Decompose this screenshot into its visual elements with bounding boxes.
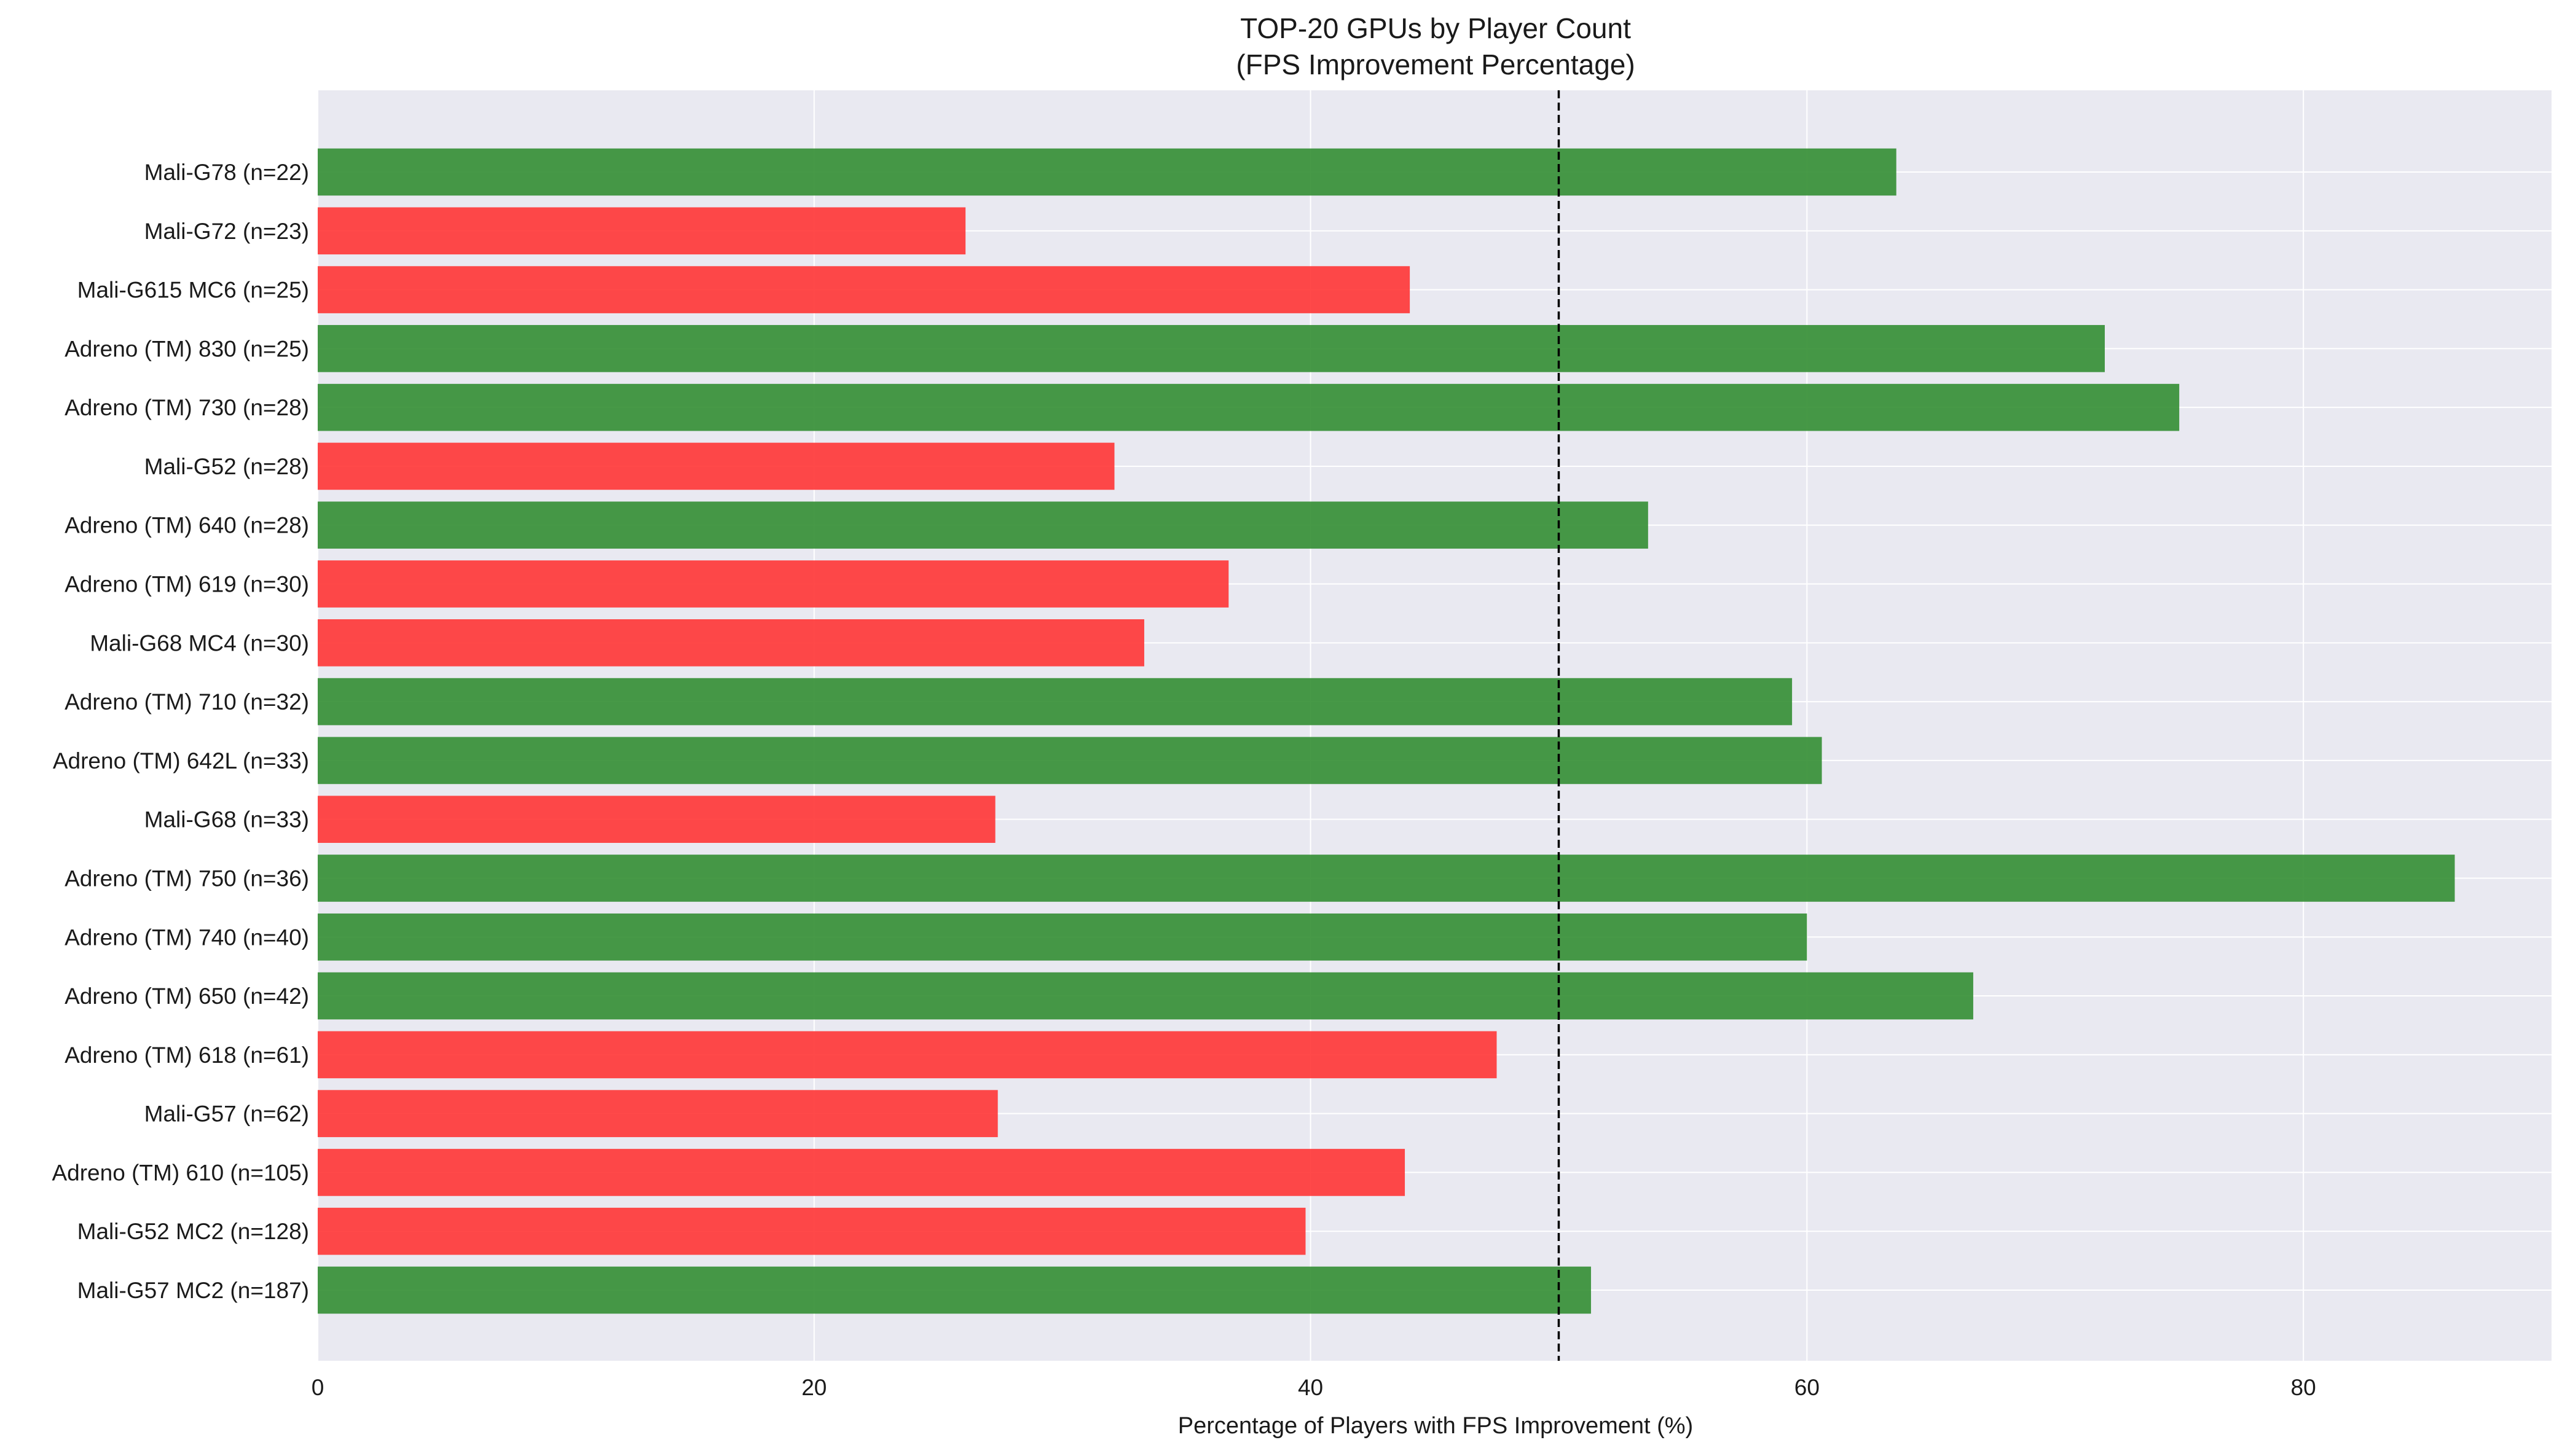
y-tick-label: Adreno (TM) 640 (n=28) xyxy=(65,513,309,538)
bar xyxy=(318,796,996,843)
y-tick-label: Mali-G52 (n=28) xyxy=(144,454,309,479)
y-tick-label: Mali-G72 (n=23) xyxy=(144,219,309,244)
y-tick-label: Adreno (TM) 642L (n=33) xyxy=(53,748,309,773)
y-tick-label: Adreno (TM) 730 (n=28) xyxy=(65,395,309,420)
bar xyxy=(318,855,2455,902)
x-tick-labels: 0 20 40 60 80 xyxy=(312,1375,2316,1400)
x-tick-label: 80 xyxy=(2291,1375,2316,1400)
y-tick-label: Adreno (TM) 710 (n=32) xyxy=(65,689,309,714)
bar xyxy=(318,619,1144,667)
bar xyxy=(318,678,1793,726)
y-tick-label: Mali-G78 (n=22) xyxy=(144,160,309,185)
x-tick-label: 0 xyxy=(312,1375,324,1400)
bar xyxy=(318,913,1807,961)
bar xyxy=(318,972,1973,1020)
bar xyxy=(318,148,1896,196)
bars xyxy=(318,148,2455,1314)
y-tick-label: Adreno (TM) 610 (n=105) xyxy=(52,1160,309,1185)
y-tick-label: Mali-G615 MC6 (n=25) xyxy=(77,278,309,303)
bar xyxy=(318,737,1822,785)
y-tick-label: Mali-G57 (n=62) xyxy=(144,1102,309,1127)
y-tick-label: Mali-G57 MC2 (n=187) xyxy=(77,1278,309,1303)
bar xyxy=(318,560,1229,608)
bar xyxy=(318,325,2105,372)
x-tick-label: 20 xyxy=(801,1375,827,1400)
bar xyxy=(318,1266,1591,1314)
y-tick-label: Mali-G68 MC4 (n=30) xyxy=(90,630,309,656)
chart-title: TOP-20 GPUs by Player Count xyxy=(1240,12,1631,44)
y-tick-label: Adreno (TM) 650 (n=42) xyxy=(65,984,309,1009)
bar xyxy=(318,1090,998,1137)
x-tick-label: 40 xyxy=(1298,1375,1323,1400)
y-tick-label: Mali-G68 (n=33) xyxy=(144,807,309,832)
y-tick-label: Mali-G52 MC2 (n=128) xyxy=(77,1219,309,1244)
y-tick-label: Adreno (TM) 750 (n=36) xyxy=(65,866,309,891)
bar xyxy=(318,1207,1306,1255)
bar xyxy=(318,1149,1405,1196)
y-tick-label: Adreno (TM) 830 (n=25) xyxy=(65,336,309,361)
bar xyxy=(318,442,1115,490)
bar xyxy=(318,266,1410,313)
y-tick-label: Adreno (TM) 740 (n=40) xyxy=(65,925,309,950)
x-tick-label: 60 xyxy=(1794,1375,1820,1400)
bar xyxy=(318,383,2180,431)
bar xyxy=(318,207,966,255)
y-tick-label: Adreno (TM) 619 (n=30) xyxy=(65,572,309,597)
x-axis-label: Percentage of Players with FPS Improveme… xyxy=(1178,1413,1693,1439)
y-tick-label: Adreno (TM) 618 (n=61) xyxy=(65,1043,309,1068)
y-tick-labels: Mali-G78 (n=22) Mali-G72 (n=23) Mali-G615 … xyxy=(52,160,309,1303)
chart-subtitle: (FPS Improvement Percentage) xyxy=(1236,49,1635,80)
bar xyxy=(318,1031,1497,1079)
bar xyxy=(318,501,1648,549)
